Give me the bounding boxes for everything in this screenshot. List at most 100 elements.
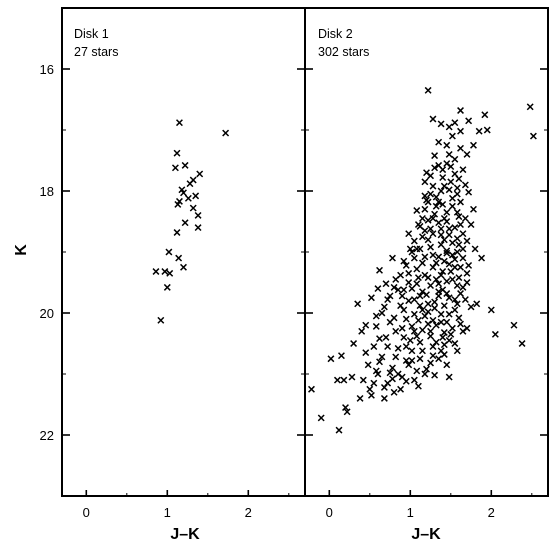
data-point <box>166 269 174 277</box>
y-tick-labels: 16 18 20 22 <box>40 62 54 443</box>
data-point <box>175 254 183 262</box>
data-point <box>421 312 429 320</box>
data-point <box>410 376 418 384</box>
panel-right-subtitle: 302 stars <box>318 45 369 59</box>
data-point <box>431 371 439 379</box>
data-point <box>518 340 526 347</box>
data-point <box>457 127 464 135</box>
data-point <box>424 236 432 244</box>
data-point <box>372 312 380 320</box>
data-point <box>181 161 189 169</box>
data-point <box>475 127 483 135</box>
data-point <box>421 227 429 235</box>
data-point <box>348 373 356 381</box>
data-point <box>435 198 443 206</box>
data-point <box>161 268 169 275</box>
data-point <box>410 327 418 335</box>
data-point <box>440 329 448 336</box>
data-point <box>463 279 471 286</box>
data-point <box>194 224 202 232</box>
data-point <box>459 327 467 335</box>
data-point <box>424 216 432 224</box>
data-point <box>178 186 186 194</box>
data-point <box>364 361 372 369</box>
data-point <box>175 119 183 127</box>
data-point <box>398 292 406 300</box>
x-tick-label: 2 <box>245 505 252 520</box>
data-point <box>372 367 380 375</box>
data-point <box>376 266 383 274</box>
data-point <box>408 357 416 365</box>
data-point <box>491 330 499 338</box>
data-point <box>478 254 486 262</box>
data-point <box>392 327 400 335</box>
data-point <box>435 355 443 363</box>
data-point <box>408 248 416 256</box>
data-point <box>424 320 432 328</box>
data-point <box>432 321 440 329</box>
data-point <box>487 306 495 314</box>
data-point <box>400 286 408 294</box>
data-point <box>386 318 394 326</box>
data-point <box>180 189 187 197</box>
data-point <box>453 208 461 216</box>
data-point <box>402 357 410 365</box>
data-point <box>343 408 351 416</box>
x-tick-label: 1 <box>407 505 414 520</box>
data-point <box>483 126 491 134</box>
y-tick-label: 20 <box>40 306 54 321</box>
data-point <box>416 292 424 300</box>
panel-left-title: Disk 1 <box>74 27 109 41</box>
data-point <box>413 265 421 273</box>
data-point <box>451 306 459 314</box>
data-point <box>392 275 400 283</box>
data-point <box>429 343 437 351</box>
data-point <box>400 333 408 341</box>
data-point <box>510 321 518 329</box>
data-point <box>459 254 467 262</box>
data-point <box>429 230 437 238</box>
data-point <box>455 213 463 221</box>
data-point <box>397 271 405 279</box>
data-point <box>382 333 390 341</box>
data-point <box>445 123 453 131</box>
data-point <box>340 376 348 384</box>
data-point <box>451 155 459 163</box>
data-point <box>413 207 421 214</box>
data-point <box>440 302 448 310</box>
data-point <box>413 332 421 340</box>
data-point <box>421 192 429 200</box>
data-point <box>175 197 183 205</box>
data-point <box>374 285 382 293</box>
data-point <box>437 231 445 239</box>
data-point <box>424 300 432 308</box>
data-point <box>463 269 471 277</box>
data-point <box>455 175 463 183</box>
data-point <box>437 347 445 355</box>
data-point <box>366 385 374 393</box>
data-point <box>467 221 475 229</box>
data-point <box>457 320 464 328</box>
data-point <box>435 288 443 296</box>
data-point <box>461 181 469 189</box>
data-point <box>461 214 469 222</box>
data-point <box>432 275 440 283</box>
data-point <box>451 255 459 263</box>
data-point <box>448 275 456 283</box>
panel-right-ticks: 0 1 2 <box>305 68 548 520</box>
data-point <box>453 347 461 355</box>
data-point <box>380 383 388 391</box>
data-point <box>440 182 448 190</box>
data-point <box>394 344 402 352</box>
data-point <box>445 186 453 194</box>
data-point <box>424 198 432 206</box>
data-point <box>439 286 447 294</box>
data-point <box>421 253 429 261</box>
data-point <box>424 86 432 94</box>
data-point <box>529 132 537 140</box>
data-point <box>406 245 414 253</box>
data-point <box>457 107 464 114</box>
data-point <box>400 257 408 265</box>
data-point <box>448 324 456 332</box>
data-point <box>380 303 388 311</box>
